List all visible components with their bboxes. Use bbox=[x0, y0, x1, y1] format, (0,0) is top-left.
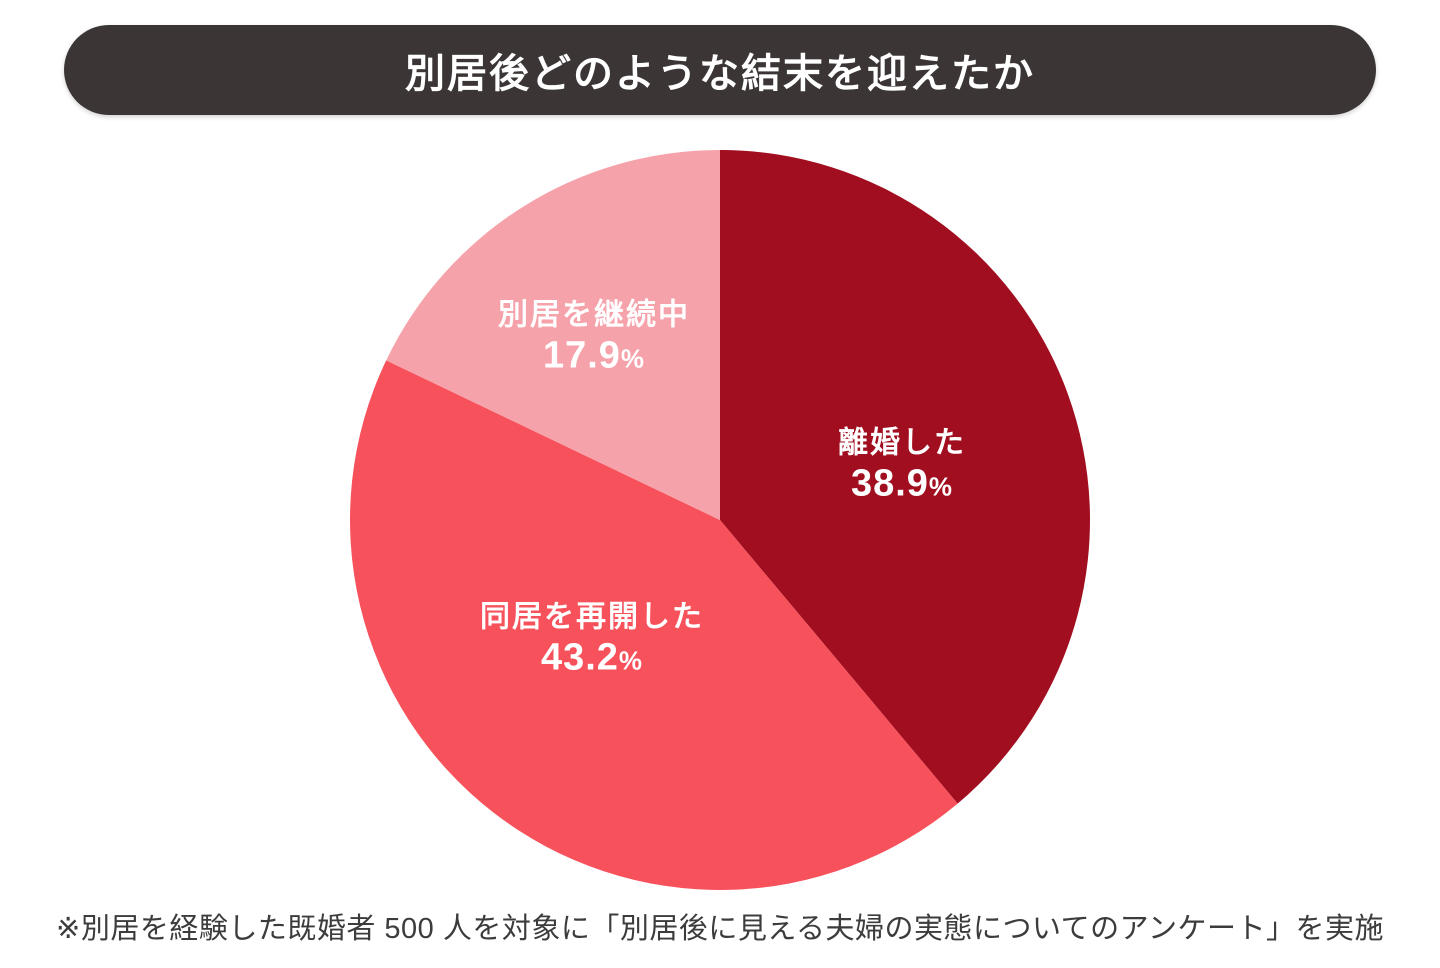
pie-chart-area bbox=[350, 150, 1090, 890]
pie-slice-0 bbox=[720, 150, 1090, 804]
pie-slice-2 bbox=[386, 150, 720, 520]
pie-slice-1 bbox=[350, 360, 958, 890]
pie-chart bbox=[350, 150, 1090, 890]
chart-title: 別居後どのような結末を迎えたか bbox=[405, 52, 1035, 96]
chart-title-bar: 別居後どのような結末を迎えたか bbox=[64, 25, 1376, 115]
survey-footnote: ※別居を経験した既婚者 500 人を対象に「別居後に見える夫婦の実態についてのア… bbox=[56, 913, 1384, 945]
